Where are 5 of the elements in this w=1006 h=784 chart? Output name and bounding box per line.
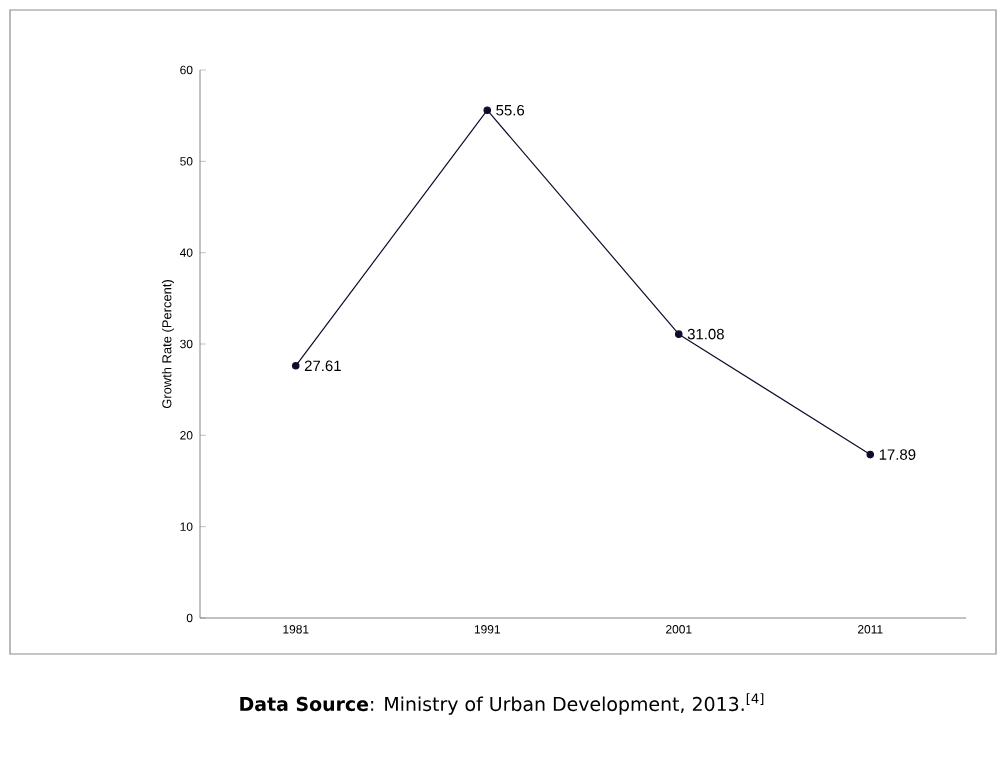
point [291, 362, 300, 370]
text: Data Source: Ministry of Urban Development, 2013.$^{[4]}$ [240, 693, 764, 715]
point [866, 450, 875, 459]
point [674, 330, 683, 338]
point [483, 106, 492, 114]
